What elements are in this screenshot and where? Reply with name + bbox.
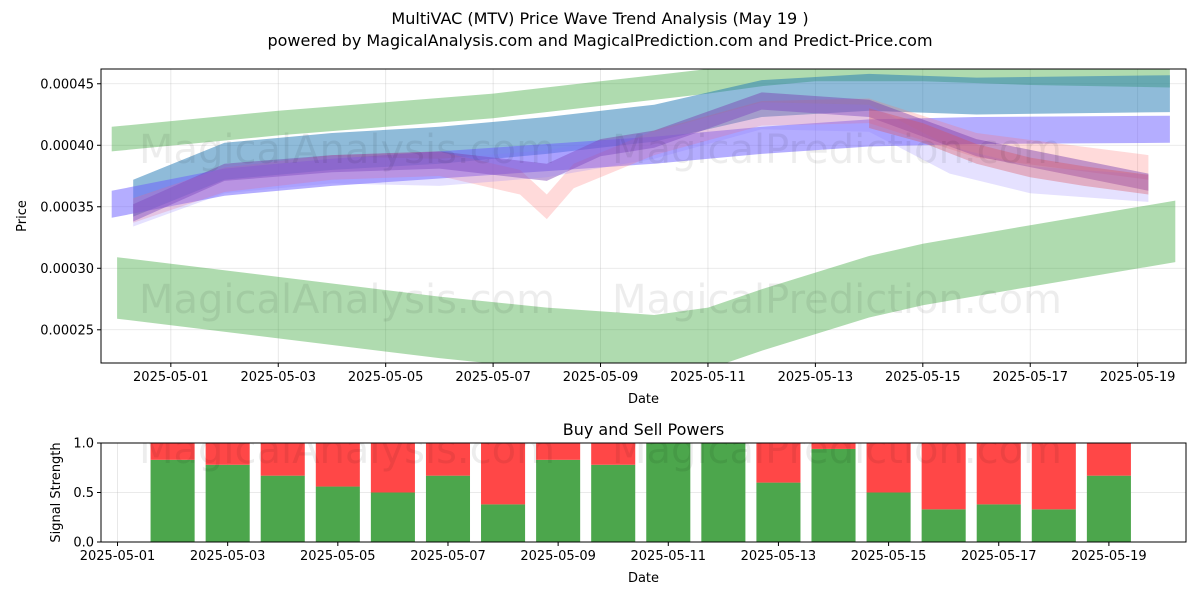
buy-bar bbox=[536, 459, 581, 542]
top-y-axis-label: Price bbox=[15, 200, 30, 232]
bottom-x-tick-label: 2025-05-07 bbox=[410, 549, 486, 564]
top-x-tick-label: 2025-05-15 bbox=[885, 370, 961, 385]
top-x-tick-label: 2025-05-19 bbox=[1100, 370, 1176, 385]
sell-bar bbox=[591, 443, 636, 465]
top-plot-frame bbox=[100, 68, 1187, 364]
top-y-tick-label: 0.00040 bbox=[40, 139, 94, 154]
watermark-text: MagicalAnalysis.com bbox=[139, 277, 555, 323]
buy-bar bbox=[260, 475, 305, 542]
buy-bar bbox=[646, 443, 691, 542]
buy-sell-bars bbox=[150, 443, 1131, 542]
bottom-x-tick-label: 2025-05-19 bbox=[1071, 549, 1147, 564]
sell-bar bbox=[811, 443, 856, 449]
buy-bar bbox=[756, 482, 801, 542]
price-bands bbox=[111, 69, 1176, 363]
buy-bar bbox=[481, 504, 526, 542]
watermark-text: MagicalPrediction.com bbox=[612, 127, 1062, 173]
buy-bar bbox=[701, 443, 746, 542]
bottom-x-axis-label: Date bbox=[628, 571, 659, 586]
price-band-8 bbox=[869, 108, 1149, 195]
bottom-x-tick-label: 2025-05-13 bbox=[741, 549, 817, 564]
sell-bar bbox=[536, 443, 581, 460]
bottom-y-tick-label: 0.0 bbox=[73, 536, 94, 551]
buy-bar bbox=[425, 475, 471, 542]
buy-bar bbox=[866, 492, 911, 542]
top-y-tick-label: 0.00045 bbox=[40, 77, 94, 92]
price-band-4 bbox=[111, 115, 1170, 218]
buy-bar bbox=[1086, 475, 1131, 542]
price-band-2 bbox=[117, 200, 1176, 363]
buy-bar bbox=[1031, 509, 1076, 542]
bottom-x-tick-label: 2025-05-09 bbox=[520, 549, 596, 564]
top-x-tick-label: 2025-05-01 bbox=[133, 370, 209, 385]
top-x-tick-label: 2025-05-03 bbox=[240, 370, 316, 385]
price-band-3 bbox=[133, 73, 1170, 217]
buy-bar bbox=[591, 464, 636, 542]
sell-bar bbox=[370, 443, 415, 493]
bottom-y-tick-label: 0.5 bbox=[73, 486, 94, 501]
sell-bar bbox=[1031, 443, 1076, 510]
buy-bar bbox=[811, 448, 856, 542]
sell-bar bbox=[976, 443, 1021, 505]
bottom-x-ticks: 2025-05-01 2025-05-03 2025-05-05 2025-05-07… bbox=[80, 542, 1147, 564]
bottom-x-tick-label: 2025-05-03 bbox=[190, 549, 266, 564]
top-y-ticks: 0.00025 0.00030 0.00035 0.00040 0.00045 bbox=[40, 77, 101, 338]
top-x-tick-label: 2025-05-09 bbox=[563, 370, 639, 385]
top-x-ticks: 2025-05-01 2025-05-03 2025-05-05 2025-05-07… bbox=[133, 363, 1175, 385]
sell-bar bbox=[756, 443, 801, 483]
buy-bar bbox=[976, 504, 1021, 542]
sell-bar bbox=[425, 443, 471, 476]
sell-bar bbox=[481, 443, 526, 505]
bottom-x-tick-label: 2025-05-01 bbox=[80, 549, 156, 564]
top-y-tick-label: 0.00035 bbox=[40, 200, 94, 215]
buy-sell-chart: Buy and Sell Powers MagicalAnalysis.com M… bbox=[49, 420, 1187, 586]
top-x-tick-label: 2025-05-07 bbox=[455, 370, 531, 385]
top-x-tick-label: 2025-05-17 bbox=[992, 370, 1068, 385]
watermark-text: MagicalAnalysis.com bbox=[139, 427, 555, 473]
sell-bar bbox=[866, 443, 911, 493]
bottom-x-tick-label: 2025-05-17 bbox=[961, 549, 1037, 564]
bottom-x-tick-label: 2025-05-15 bbox=[851, 549, 927, 564]
buy-sell-title: Buy and Sell Powers bbox=[563, 420, 725, 439]
bottom-y-tick-label: 1.0 bbox=[73, 437, 94, 452]
bottom-watermarks: MagicalAnalysis.com MagicalPrediction.com bbox=[139, 427, 1062, 473]
chart-title: MultiVAC (MTV) Price Wave Trend Analysis… bbox=[391, 9, 809, 28]
chart-subtitle: powered by MagicalAnalysis.com and Magic… bbox=[267, 31, 933, 50]
top-x-axis-label: Date bbox=[628, 392, 659, 407]
watermark-text: MagicalPrediction.com bbox=[612, 427, 1062, 473]
buy-bar bbox=[205, 464, 250, 542]
price-band-6 bbox=[133, 92, 1149, 222]
top-y-tick-label: 0.00025 bbox=[40, 323, 94, 338]
top-watermarks: MagicalAnalysis.com MagicalPrediction.com… bbox=[139, 127, 1062, 323]
buy-bar bbox=[315, 486, 360, 542]
sell-bar bbox=[315, 443, 360, 487]
top-y-tick-label: 0.00030 bbox=[40, 262, 94, 277]
top-x-tick-label: 2025-05-13 bbox=[778, 370, 854, 385]
sell-bar bbox=[921, 443, 966, 510]
bottom-x-tick-label: 2025-05-05 bbox=[300, 549, 376, 564]
top-x-tick-label: 2025-05-11 bbox=[670, 370, 746, 385]
sell-bar bbox=[205, 443, 250, 465]
price-band-7 bbox=[133, 102, 1149, 227]
bottom-y-axis-label: Signal Strength bbox=[49, 442, 64, 542]
buy-bar bbox=[150, 459, 195, 542]
price-wave-chart: MagicalAnalysis.com MagicalPrediction.com… bbox=[15, 68, 1187, 407]
watermark-text: MagicalAnalysis.com bbox=[139, 127, 555, 173]
bottom-x-tick-label: 2025-05-11 bbox=[631, 549, 707, 564]
sell-bar bbox=[260, 443, 305, 476]
sell-bar bbox=[150, 443, 195, 460]
price-band-5 bbox=[133, 98, 1149, 223]
top-x-tick-label: 2025-05-05 bbox=[348, 370, 424, 385]
buy-bar bbox=[921, 509, 966, 542]
buy-bar bbox=[370, 492, 415, 542]
sell-bar bbox=[1086, 443, 1131, 476]
watermark-text: MagicalPrediction.com bbox=[612, 277, 1062, 323]
bottom-y-ticks: 0.0 0.5 1.0 bbox=[73, 437, 101, 551]
